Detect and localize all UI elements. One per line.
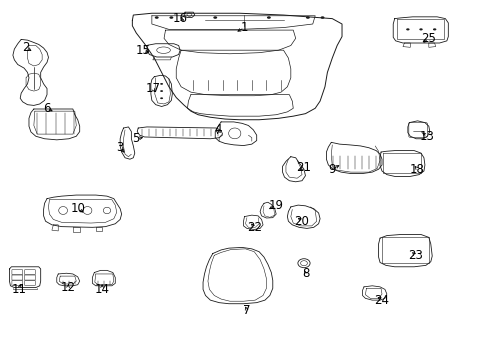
Text: 2: 2 <box>22 41 30 54</box>
Text: 20: 20 <box>294 215 309 228</box>
Ellipse shape <box>160 90 163 92</box>
Ellipse shape <box>169 16 173 19</box>
Text: 22: 22 <box>246 221 261 234</box>
Ellipse shape <box>432 28 435 31</box>
Ellipse shape <box>160 83 163 85</box>
Text: 13: 13 <box>419 130 434 144</box>
Ellipse shape <box>320 16 324 19</box>
Text: 23: 23 <box>407 249 422 262</box>
Ellipse shape <box>155 16 158 19</box>
Text: 4: 4 <box>213 123 221 136</box>
Text: 9: 9 <box>328 163 335 176</box>
Text: 8: 8 <box>301 267 308 280</box>
Text: 21: 21 <box>296 161 311 174</box>
Text: 7: 7 <box>243 305 250 318</box>
Text: 12: 12 <box>61 281 75 294</box>
Text: 5: 5 <box>132 132 140 145</box>
Ellipse shape <box>305 16 309 19</box>
Ellipse shape <box>418 28 422 31</box>
Text: 18: 18 <box>409 163 424 176</box>
Text: 3: 3 <box>116 141 123 154</box>
Text: 17: 17 <box>145 82 160 95</box>
Text: 19: 19 <box>268 199 283 212</box>
Ellipse shape <box>213 16 217 19</box>
Text: 15: 15 <box>135 44 150 57</box>
Ellipse shape <box>406 28 409 31</box>
Text: 11: 11 <box>12 283 27 296</box>
Text: 1: 1 <box>240 21 248 34</box>
Text: 6: 6 <box>43 102 51 115</box>
Text: 25: 25 <box>421 32 435 45</box>
Text: 14: 14 <box>94 283 109 296</box>
Text: 10: 10 <box>70 202 85 215</box>
Text: 24: 24 <box>374 294 389 307</box>
Ellipse shape <box>160 97 163 99</box>
Text: 16: 16 <box>172 12 187 25</box>
Ellipse shape <box>266 16 270 19</box>
